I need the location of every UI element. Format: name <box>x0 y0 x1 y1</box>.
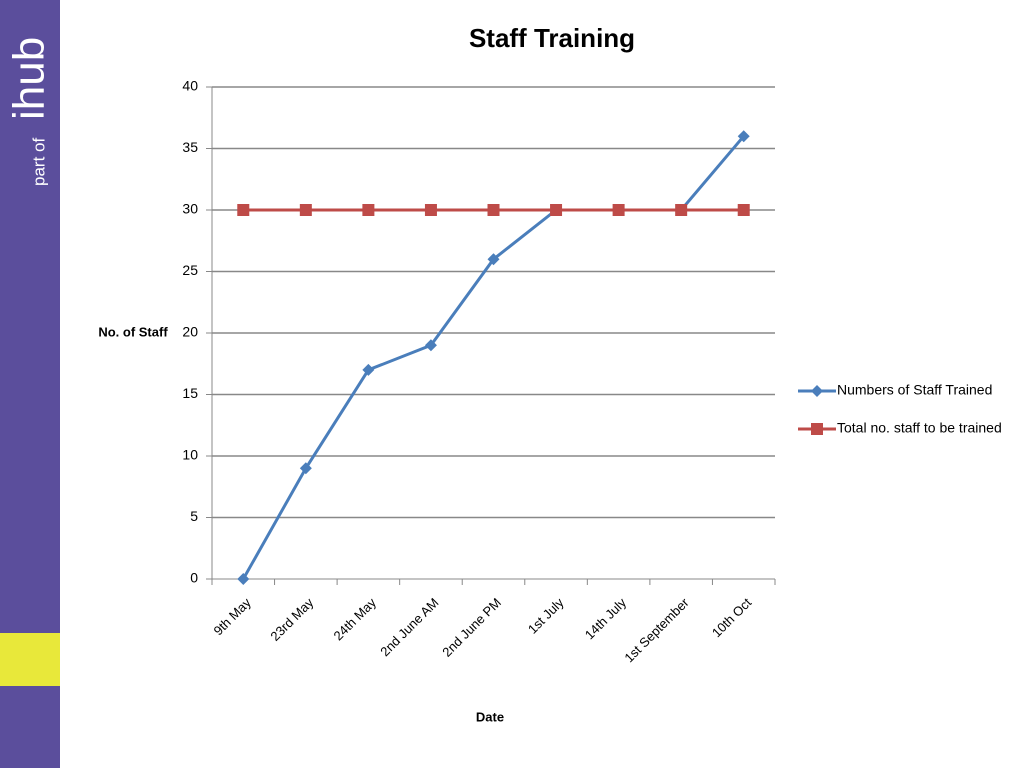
legend-item: Total no. staff to be trained <box>798 420 1002 436</box>
x-tick-label: 23rd May <box>267 595 316 644</box>
legend-marker <box>811 385 823 397</box>
x-tick-label: 2nd June PM <box>439 595 504 660</box>
y-tick-label: 30 <box>182 201 198 217</box>
y-tick-label: 0 <box>190 570 198 586</box>
y-tick-label: 5 <box>190 508 198 524</box>
legend-label: Total no. staff to be trained <box>837 420 1002 436</box>
brand-logo: part of ihub <box>5 37 54 186</box>
y-tick-label: 15 <box>182 385 198 401</box>
data-point <box>362 363 375 376</box>
x-tick-label: 1st September <box>621 594 692 665</box>
x-tick-label: 14th July <box>582 595 630 643</box>
x-axis-label: Date <box>476 709 504 724</box>
x-tick-label: 1st July <box>525 595 567 637</box>
legend-marker <box>811 423 823 435</box>
sidebar-accent <box>0 633 60 686</box>
y-axis-label: No. of Staff <box>98 324 168 339</box>
x-tick-label: 10th Oct <box>709 595 755 641</box>
data-point <box>487 253 500 266</box>
data-point <box>362 204 375 216</box>
y-tick-label: 20 <box>182 324 198 340</box>
data-point <box>612 204 625 216</box>
chart-title: Staff Training <box>469 23 635 53</box>
y-tick-label: 35 <box>182 139 198 155</box>
x-tick-label: 2nd June AM <box>377 595 441 659</box>
brand-name: ihub <box>5 37 54 120</box>
series-line <box>241 135 745 580</box>
data-point <box>237 573 250 585</box>
x-tick-label: 9th May <box>211 595 255 639</box>
x-tick-label: 24th May <box>331 595 380 644</box>
data-point <box>487 204 500 216</box>
data-point <box>737 204 750 216</box>
data-point <box>424 339 437 352</box>
data-point <box>737 130 750 143</box>
data-point <box>299 204 312 216</box>
data-point <box>424 204 437 216</box>
data-point <box>237 204 250 216</box>
data-point <box>550 204 563 216</box>
data-point <box>675 204 688 216</box>
data-point <box>299 462 312 475</box>
legend-item: Numbers of Staff Trained <box>798 382 992 398</box>
y-tick-label: 10 <box>182 447 198 463</box>
y-tick-label: 40 <box>182 78 198 94</box>
y-tick-label: 25 <box>182 262 198 278</box>
brand-prefix: part of <box>29 138 48 186</box>
legend-label: Numbers of Staff Trained <box>837 382 992 398</box>
